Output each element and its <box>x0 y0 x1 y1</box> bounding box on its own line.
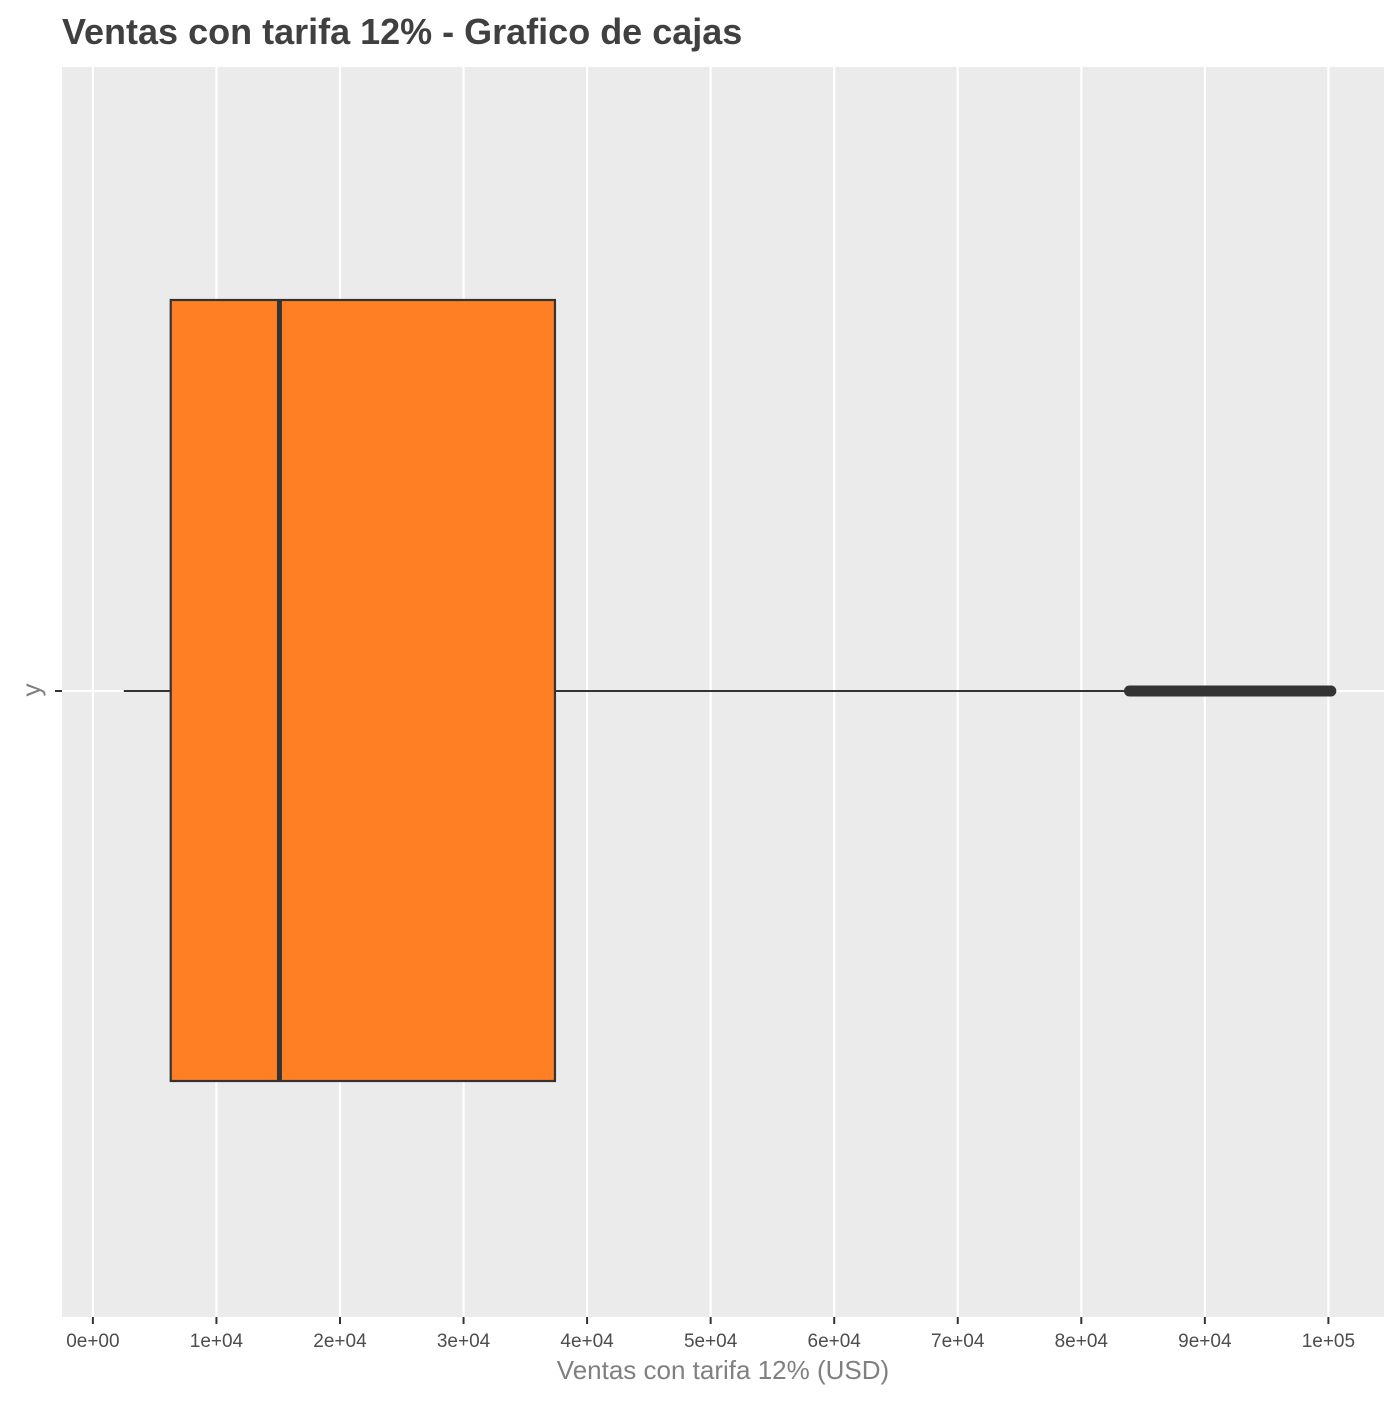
x-tick-label-4: 4e+04 <box>560 1331 614 1352</box>
x-tick-label-5: 5e+04 <box>684 1331 738 1352</box>
box-iqr <box>169 298 557 1083</box>
x-tick-label-0: 0e+00 <box>66 1331 119 1352</box>
y-axis-title: y <box>16 684 46 697</box>
x-tick-label-3: 3e+04 <box>437 1331 491 1352</box>
x-axis-ticks: 0e+00 1e+04 2e+04 3e+04 4e+04 5e+04 6e+04 7e+04… <box>55 690 1355 1352</box>
chart-title: Ventas con tarifa 12% - Grafico de cajas <box>62 11 742 52</box>
x-tick-label-1: 1e+04 <box>190 1331 244 1352</box>
box-layer <box>123 298 1337 1083</box>
x-tick-label-6: 6e+04 <box>808 1331 862 1352</box>
x-tick-label-10: 1e+05 <box>1302 1331 1355 1352</box>
x-tick-label-9: 9e+04 <box>1178 1331 1232 1352</box>
x-axis-title: Ventas con tarifa 12% (USD) <box>557 1355 889 1385</box>
x-tick-label-2: 2e+04 <box>313 1331 367 1352</box>
x-tick-label-7: 7e+04 <box>931 1331 985 1352</box>
x-tick-label-8: 8e+04 <box>1055 1331 1109 1352</box>
